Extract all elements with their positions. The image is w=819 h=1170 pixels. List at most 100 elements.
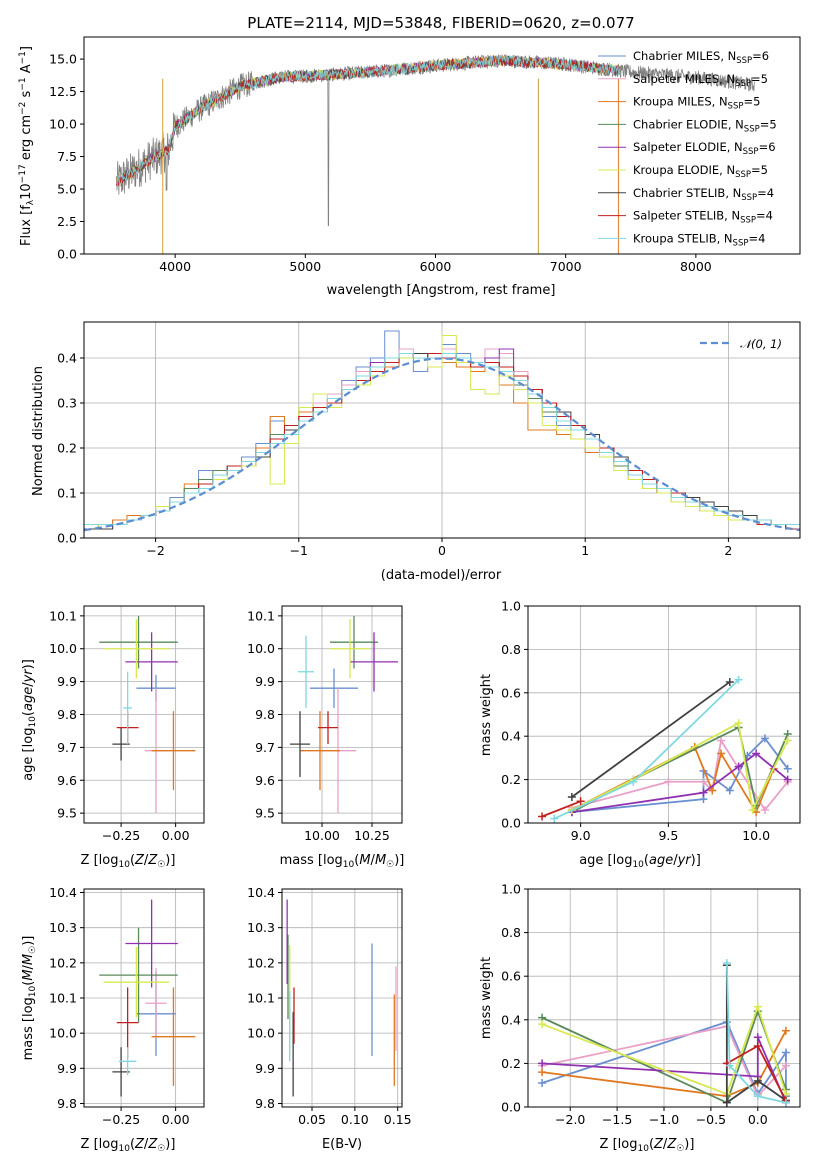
axes-frame: 4000 5000 6000 7000 8000 0.0 2.5 5.0 7.5 10.0 12.5… (49, 36, 801, 274)
plus-marker (538, 1068, 547, 1077)
plus-marker (783, 736, 792, 745)
legend-label-end: =4 (756, 209, 773, 223)
plus-marker (753, 1041, 762, 1050)
mass-weight-series (567, 677, 734, 801)
plot-content (538, 675, 792, 823)
plus-marker (725, 677, 734, 686)
legend-label-main: Kroupa STELIB, N (633, 231, 733, 245)
plus-marker (708, 786, 717, 795)
error-bar-point (123, 671, 132, 745)
mass-weight-vs-metallicity-panel: −2.0 −1.5 −1.0 −0.5 0.0 0.0 0.2 0.4 0.6 0.8 1.0 (501, 882, 801, 1127)
y-tick-label: 9.9 (255, 1061, 275, 1076)
grid-lines (528, 605, 800, 824)
x-tick-label: 0.10 (341, 1112, 369, 1127)
x-tick-label: 7000 (550, 259, 582, 274)
error-bar-point (112, 727, 130, 761)
plus-marker (550, 814, 559, 823)
x-tick-label: 0.00 (162, 1112, 190, 1127)
y-tick-label: 7.5 (57, 149, 77, 164)
y-tick-label: 9.8 (57, 707, 77, 722)
plus-marker (752, 749, 761, 758)
plus-marker (753, 1033, 762, 1042)
legend-label-sub: SSP (744, 124, 760, 134)
small-panel-labels: Z [log10(Z/Z☉)] age [log10(age/yr)] mass… (21, 659, 701, 1154)
legend-label: Chabrier ELODIE, NSSP=5 (633, 117, 777, 134)
x-tick-label: −1.0 (649, 1112, 679, 1127)
legend-label-sub: SSP (743, 147, 759, 157)
series-line (542, 1036, 787, 1103)
axes-frame: −0.25 0.00 9.5 9.6 9.7 9.8 9.9 10.0 10.1 (49, 605, 205, 843)
y-tick-label: 9.6 (255, 773, 275, 788)
plus-marker (699, 777, 708, 786)
x-tick-label: 8000 (680, 259, 712, 274)
mass-weight-series (550, 675, 743, 823)
x-tick-label: −0.5 (696, 1112, 726, 1127)
plot-content (286, 899, 397, 1097)
axes-frame: 0.05 0.10 0.15 9.8 9.9 10.0 10.1 10.2 10.3 10.4 (247, 885, 411, 1127)
legend-label-main: Kroupa MILES, N (633, 95, 728, 109)
spectrum-panel: PLATE=2114, MJD=53848, FIBERID=0620, z=0… (18, 14, 801, 298)
plus-marker (781, 1048, 790, 1057)
plot-content (99, 615, 196, 814)
legend-label-sub: SSP (735, 79, 751, 89)
axes-frame: 9.0 9.5 10.0 0.0 0.2 0.4 0.6 0.8 1.0 (501, 599, 801, 843)
mass-vs-Z-x-label: Z [log10(Z/Z☉)] (81, 1137, 176, 1154)
histogram-legend: 𝒩(0, 1) (700, 337, 782, 351)
x-tick-label: 0.15 (384, 1112, 412, 1127)
legend-label-end: =6 (752, 49, 769, 63)
y-tick-label: 9.9 (57, 1061, 77, 1076)
plus-marker (567, 792, 576, 801)
y-tick-label: 12.5 (49, 84, 77, 99)
series-line (725, 963, 787, 1104)
x-tick-label: 10.0 (742, 828, 770, 843)
y-tick-label: 10.3 (247, 920, 275, 935)
axes-frame: −0.25 0.00 9.8 9.9 10.0 10.1 10.2 10.3 10.4 (49, 885, 205, 1127)
plus-marker (783, 764, 792, 773)
mass-weight-series (722, 959, 790, 1107)
histogram-x-axis-label: (data-model)/error (381, 568, 502, 583)
y-tick-label: 9.5 (57, 806, 77, 821)
y-tick-label: 5.0 (57, 182, 77, 197)
error-bar-point (330, 619, 370, 679)
plus-marker (576, 797, 585, 806)
histogram-plot-area: −2 −1 0 1 2 0.0 0.1 0.2 0.3 0.4 𝒩(0, 1) (57, 321, 801, 558)
plus-marker (629, 777, 638, 786)
x-tick-label: 9.5 (658, 828, 678, 843)
plus-marker (753, 1092, 762, 1101)
series-line (571, 681, 731, 798)
error-bar-point (99, 615, 178, 669)
y-tick-label: 0.0 (501, 816, 521, 831)
axes-frame: 10.00 10.25 9.5 9.6 9.7 9.8 9.9 10.0 10.1 (247, 605, 403, 843)
y-label-part: 10 (19, 183, 34, 200)
legend-label-end: =5 (743, 95, 760, 109)
y-tick-label: 10.1 (49, 608, 77, 623)
error-bar-point (298, 635, 314, 708)
legend-label: Kroupa STELIB, NSSP=4 (633, 231, 765, 248)
plus-marker (748, 805, 757, 814)
error-bar-point (125, 632, 178, 692)
y-label-part: A (19, 64, 34, 77)
error-bar-point (145, 968, 167, 1039)
y-label-part: −1 (18, 51, 28, 64)
normal-curve (84, 357, 800, 532)
y-tick-label: 2.5 (57, 214, 77, 229)
y-tick-label: 9.6 (57, 773, 77, 788)
y-tick-label: 0.3 (57, 396, 77, 411)
y-tick-label: 10.0 (49, 641, 77, 656)
plot-content (116, 54, 755, 254)
error-bar-point (350, 632, 398, 692)
mass-weight-age-y-label: mass weight (479, 674, 494, 756)
mass-vs-ebv-x-label: E(B-V) (322, 1137, 362, 1152)
plus-marker (760, 805, 769, 814)
y-tick-label: 0.4 (501, 729, 521, 744)
legend-label: Kroupa ELODIE, NSSP=5 (633, 163, 768, 180)
legend-label-sub: SSP (741, 193, 757, 203)
x-tick-label: −1.5 (602, 1112, 632, 1127)
y-tick-label: 9.7 (255, 740, 275, 755)
y-label-part: s (19, 90, 34, 101)
legend-label-end: =6 (759, 140, 776, 154)
legend-label-main: Salpeter STELIB, N (633, 209, 740, 223)
y-tick-label: 1.0 (501, 599, 521, 614)
y-tick-label: 0.4 (501, 1012, 521, 1027)
plot-content (538, 959, 790, 1107)
